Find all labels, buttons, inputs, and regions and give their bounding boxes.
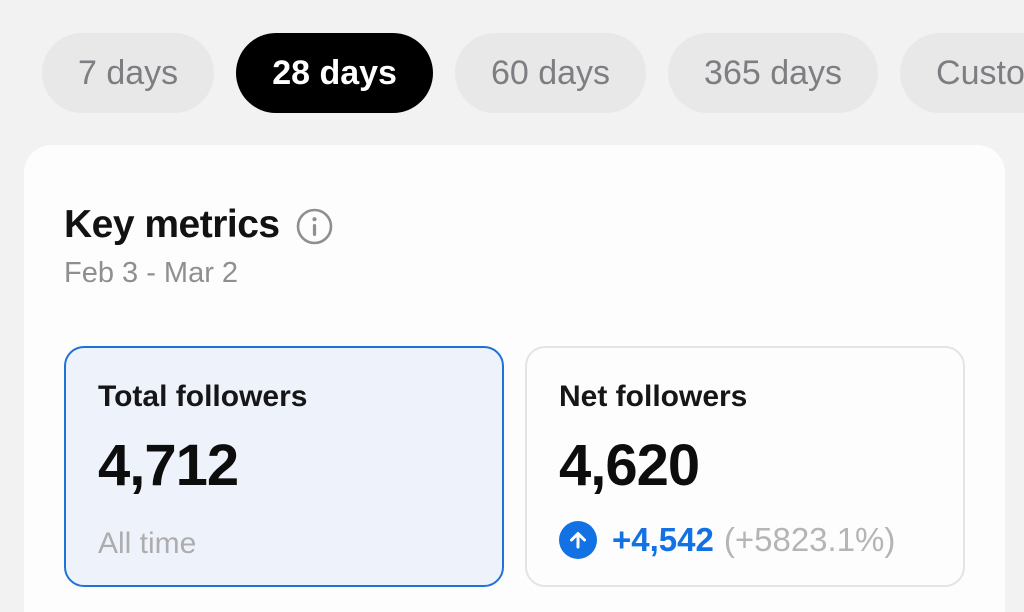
pill-365-days[interactable]: 365 days [668,33,879,113]
pill-60-days[interactable]: 60 days [454,33,647,113]
date-range: Feb 3 - Mar 2 [64,257,239,289]
card-net-followers[interactable]: Net followers 4,620 +4,542 (+5823.1%) [525,346,965,587]
metric-subtext: All time [98,527,197,560]
time-range-filter: 7 days 28 days 60 days 365 days Custom [42,33,1024,113]
key-metrics-panel: Key metrics Feb 3 - Mar 2 Total follower… [24,145,1005,612]
card-total-followers[interactable]: Total followers 4,712 All time [64,346,504,587]
panel-header: Key metrics [64,203,965,247]
arrow-up-circle-icon [559,521,597,559]
delta-value: +4,542 [612,521,714,558]
metric-cards-row: Total followers 4,712 All time Net follo… [64,346,965,587]
pill-7-days[interactable]: 7 days [42,33,215,113]
metric-value: 4,712 [98,433,239,498]
metric-value: 4,620 [559,433,700,498]
pill-custom[interactable]: Custom [900,33,1024,113]
metric-label: Total followers [98,380,308,413]
delta-percent: (+5823.1%) [723,521,896,558]
metric-delta-row: +4,542 (+5823.1%) [559,521,931,559]
metric-label: Net followers [559,380,748,413]
page-title: Key metrics [64,203,280,246]
pill-28-days[interactable]: 28 days [236,33,433,113]
info-icon[interactable] [296,208,333,245]
